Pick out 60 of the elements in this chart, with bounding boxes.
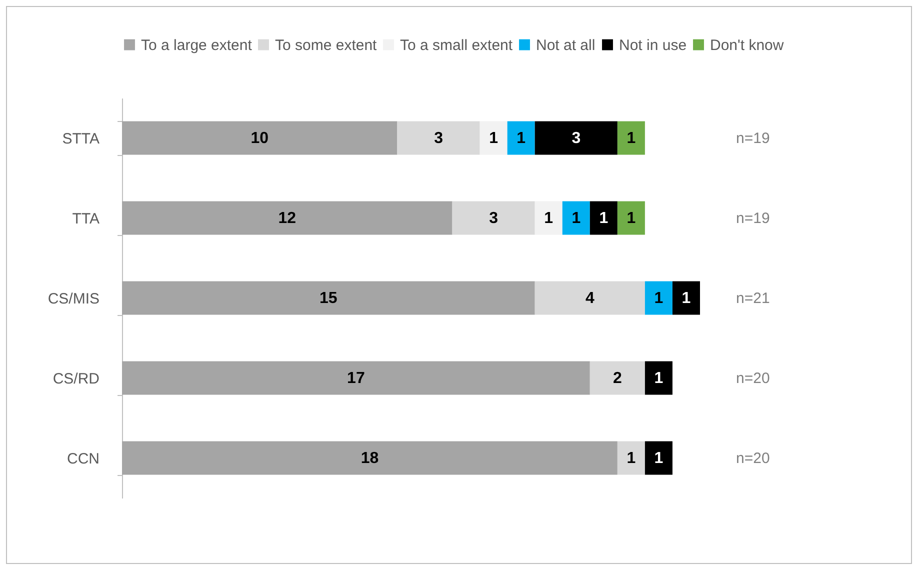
data-label: 12: [278, 210, 296, 227]
text: n=19: [736, 210, 770, 227]
y-tick-label: CCN: [67, 450, 100, 468]
bar: [644, 281, 672, 315]
data-label: 3: [434, 130, 444, 147]
bar: [562, 201, 590, 235]
data-label: 1: [654, 450, 664, 467]
data-label: 1: [626, 210, 636, 227]
bar: [534, 121, 618, 155]
data-label: 3: [489, 210, 498, 227]
bar: [617, 441, 645, 475]
bar: [534, 201, 562, 235]
data-label: 2: [612, 370, 622, 387]
text: n=20: [736, 370, 770, 387]
bar: [507, 121, 535, 155]
data-label: 1: [654, 370, 664, 387]
bar: [452, 201, 535, 235]
bar: [590, 201, 618, 235]
data-label: 1: [544, 210, 554, 227]
bar: [122, 201, 452, 235]
data-label: 17: [347, 370, 365, 387]
data-label: 1: [682, 290, 691, 307]
text: n=20: [736, 450, 770, 467]
bar: [617, 121, 645, 155]
bar: [122, 441, 618, 475]
text: n=21: [736, 290, 770, 307]
text: n=19: [736, 130, 770, 147]
data-label: 1: [489, 130, 498, 147]
bar: [644, 441, 672, 475]
data-label: 18: [360, 450, 379, 467]
data-label: 3: [572, 130, 581, 147]
y-tick-label: CS/RD: [52, 370, 100, 388]
y-tick-label: CS/MIS: [48, 290, 100, 308]
bar: [397, 121, 480, 155]
bar: [644, 361, 672, 395]
data-label: 1: [599, 210, 608, 227]
data-label: 1: [654, 290, 664, 307]
data-label: 1: [572, 210, 581, 227]
legend-label: Not in use: [619, 36, 687, 54]
legend-label: Don't know: [710, 36, 784, 54]
data-label: 10: [250, 130, 269, 147]
data-label: 4: [585, 290, 594, 307]
data-label: 1: [516, 130, 526, 147]
y-tick-label: STTA: [62, 130, 100, 148]
bar: [534, 281, 645, 315]
bar: [480, 121, 508, 155]
legend-label: To some extent: [275, 36, 378, 54]
data-label: 1: [626, 130, 636, 147]
bar: [590, 361, 645, 395]
y-tick-label: TTA: [72, 210, 100, 228]
bar: [672, 281, 700, 315]
bar: [122, 361, 590, 395]
bar: [122, 121, 398, 155]
bar: [617, 201, 645, 235]
bar: [122, 281, 535, 315]
legend-label: To a large extent: [141, 36, 253, 54]
legend-label: To a small extent: [400, 36, 514, 54]
legend-label: Not at all: [536, 36, 596, 54]
data-label: 15: [320, 290, 338, 307]
data-label: 1: [626, 450, 636, 467]
